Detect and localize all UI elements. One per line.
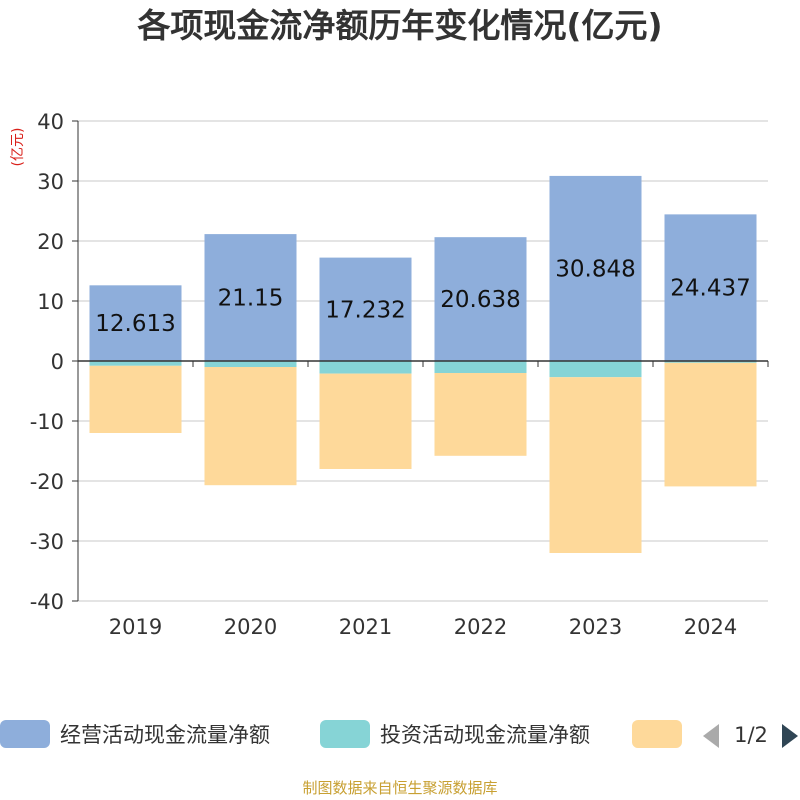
bar-2024-series-2[interactable]	[664, 361, 757, 363]
legend-swatch-series-1[interactable]	[0, 720, 50, 748]
bar-2019-series-1[interactable]	[89, 285, 182, 361]
bar-2022-series-2[interactable]	[434, 361, 527, 373]
bar-2023-series-3[interactable]	[549, 377, 642, 553]
bar-2023-series-1[interactable]	[549, 175, 642, 361]
bar-2020-series-1[interactable]	[204, 234, 297, 361]
legend-swatch-series-2[interactable]	[320, 720, 370, 748]
bar-2019-series-2[interactable]	[89, 361, 182, 366]
data-label-2019: 12.613	[95, 311, 175, 337]
bar-2024-series-1[interactable]	[664, 214, 757, 361]
data-label-2021: 17.232	[325, 297, 405, 323]
legend-swatch-series-3[interactable]	[632, 720, 682, 748]
bar-2022-series-1[interactable]	[434, 237, 527, 361]
y-tick-label: 10	[37, 290, 64, 314]
y-tick-label: -30	[30, 530, 64, 554]
legend: 经营活动现金流量净额 投资活动现金流量净额 1/2	[0, 720, 798, 748]
data-label-2024: 24.437	[670, 276, 750, 302]
x-tick-label: 2020	[224, 615, 277, 639]
x-tick-label: 2021	[339, 615, 392, 639]
y-tick-label: 30	[37, 170, 64, 194]
data-label-layer: 12.613 21.15 17.232 20.638 30.848 24.437	[95, 256, 750, 337]
x-tick-label: 2023	[569, 615, 622, 639]
bar-2024-series-3[interactable]	[664, 362, 757, 487]
bar-2020-series-2[interactable]	[204, 361, 297, 367]
y-tick-label: 40	[37, 110, 64, 134]
data-label-2020: 21.15	[218, 286, 284, 312]
legend-label-series-2[interactable]: 投资活动现金流量净额	[380, 723, 590, 747]
bar-2023-series-2[interactable]	[549, 361, 642, 378]
x-tick-label: 2022	[454, 615, 507, 639]
y-tick-label: 20	[37, 230, 64, 254]
bar-2021-series-2[interactable]	[319, 361, 412, 374]
bar-2020-series-3[interactable]	[204, 367, 297, 486]
data-label-2022: 20.638	[440, 287, 520, 313]
legend-label-series-1[interactable]: 经营活动现金流量净额	[60, 723, 270, 747]
bar-2021-series-1[interactable]	[319, 257, 412, 361]
grid-layer	[78, 120, 768, 602]
y-tick-label: 0	[51, 350, 64, 374]
legend-prev-arrow-icon[interactable]	[703, 724, 719, 748]
chart-title: 各项现金流净额历年变化情况(亿元)	[137, 6, 663, 45]
bar-2019-series-3[interactable]	[89, 365, 182, 433]
legend-next-arrow-icon[interactable]	[782, 724, 798, 748]
y-tick-label: -40	[30, 590, 64, 614]
source-note: 制图数据来自恒生聚源数据库	[302, 779, 498, 797]
y-axis-unit-label: (亿元)	[10, 128, 26, 167]
y-tick-label: -20	[30, 470, 64, 494]
bar-2022-series-3[interactable]	[434, 373, 527, 456]
axis-layer: 40 30 20 10 0 -10 -20 -30 -40 (亿元) 2019 2020 2021 202…	[10, 110, 769, 639]
bar-2021-series-3[interactable]	[319, 373, 412, 469]
x-tick-label: 2024	[684, 615, 737, 639]
y-tick-label: -10	[30, 410, 64, 434]
x-tick-label: 2019	[109, 615, 162, 639]
data-label-2023: 30.848	[555, 256, 635, 282]
legend-page-indicator: 1/2	[734, 723, 768, 747]
bar-layer	[89, 175, 757, 553]
